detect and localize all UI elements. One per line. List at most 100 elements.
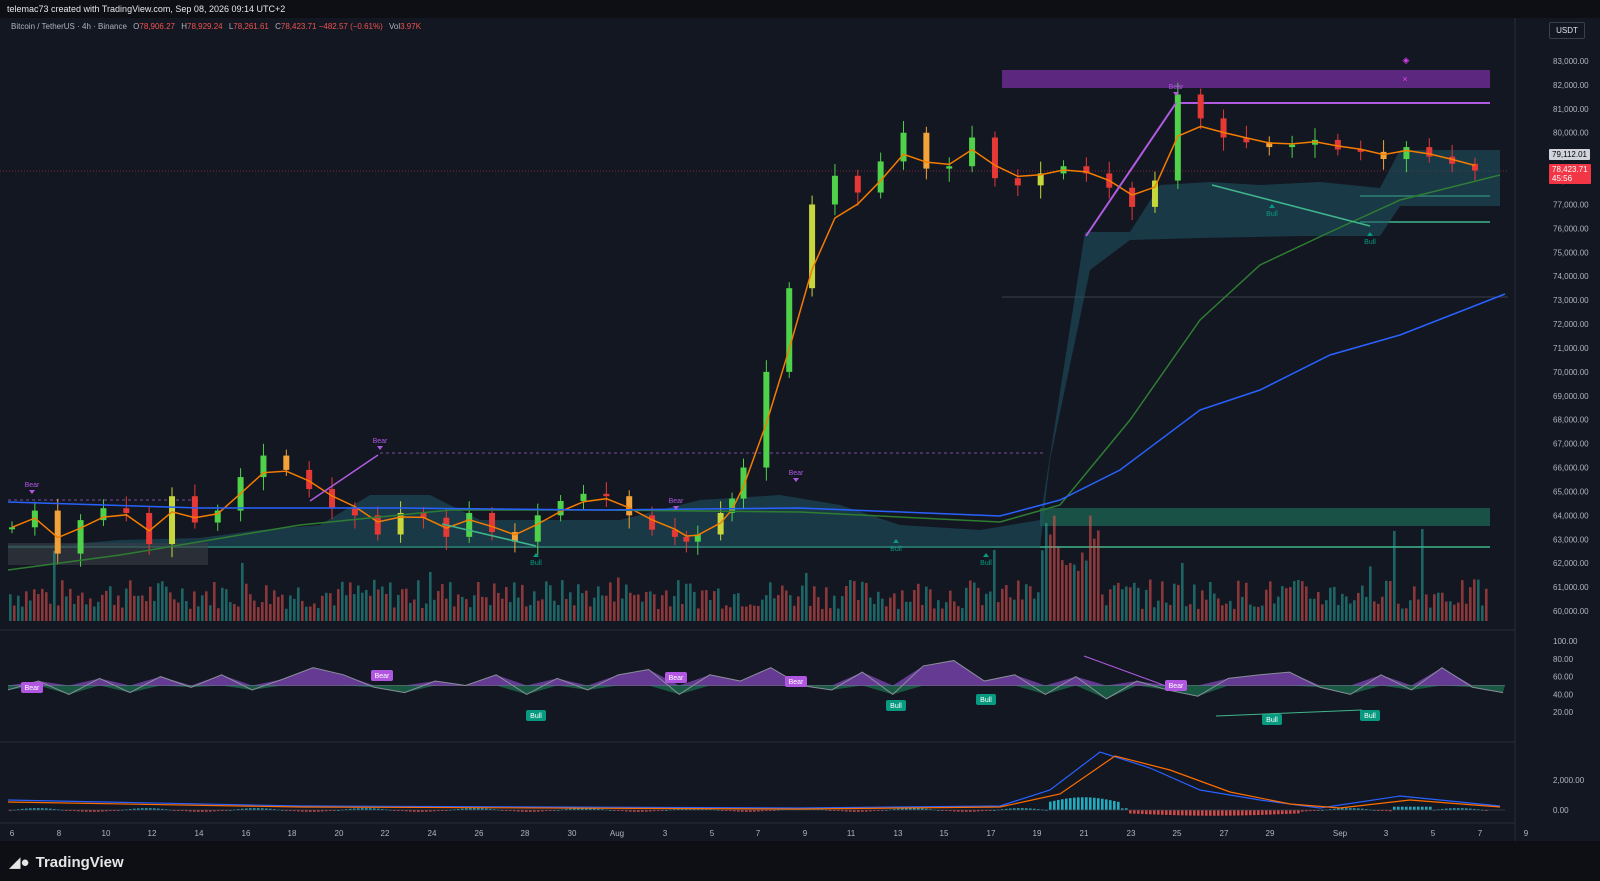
macd-histogram-bar <box>105 810 108 812</box>
volume-bar <box>189 608 192 621</box>
macd-histogram-bar <box>261 808 264 810</box>
volume-bar <box>457 594 460 621</box>
macd-histogram-bar <box>297 810 300 812</box>
macd-histogram-bar <box>1225 810 1228 816</box>
candle-body <box>1426 147 1433 157</box>
macd-histogram-bar <box>1057 799 1060 810</box>
macd-histogram-bar <box>1377 810 1380 811</box>
volume-bar <box>585 590 588 621</box>
macd-histogram-bar <box>861 810 864 812</box>
macd-histogram-bar <box>1181 810 1184 816</box>
macd-histogram-bar <box>269 808 272 810</box>
volume-bar <box>1205 599 1208 621</box>
macd-histogram-bar <box>417 810 420 812</box>
price-tick-label: 75,000.00 <box>1553 248 1589 257</box>
macd-histogram-bar <box>1089 797 1092 810</box>
time-tick-label: 7 <box>756 829 761 838</box>
macd-histogram-bar <box>569 808 572 810</box>
macd-histogram-bar <box>33 808 36 810</box>
volume-bar <box>837 608 840 621</box>
candle-body <box>603 493 610 497</box>
macd-histogram-bar <box>613 810 616 811</box>
macd-histogram-bar <box>1453 808 1456 810</box>
macd-histogram-bar <box>881 810 884 811</box>
macd-histogram-bar <box>969 810 972 812</box>
macd-histogram-bar <box>1401 806 1404 810</box>
candle-body <box>397 512 404 535</box>
volume-bar <box>277 596 280 621</box>
time-tick-label: 16 <box>242 829 251 838</box>
volume-bar <box>1477 579 1480 621</box>
volume-bar <box>1093 538 1096 621</box>
rsi-bear-label: Bear <box>1169 683 1184 690</box>
macd-histogram-bar <box>1357 808 1360 810</box>
volume-bar <box>209 605 212 621</box>
volume-bar <box>301 600 304 621</box>
volume-bar <box>329 593 332 621</box>
rsi-bear-badge <box>665 672 687 683</box>
candle-body <box>191 496 198 523</box>
macd-histogram-bar <box>1269 810 1272 815</box>
volume-bar <box>1089 515 1092 621</box>
macd-histogram-bar <box>1261 810 1264 815</box>
macd-histogram-bar <box>1241 810 1244 816</box>
close-label: C <box>275 22 281 31</box>
volume-bar <box>725 605 728 621</box>
macd-histogram-bar <box>1317 810 1320 811</box>
volume-bar <box>545 581 548 621</box>
macd-histogram-bar <box>137 808 140 810</box>
candle-body <box>1197 94 1204 119</box>
macd-histogram-bar <box>1277 810 1280 815</box>
currency-button[interactable]: USDT <box>1549 22 1585 39</box>
ma-green-line <box>7 174 1501 571</box>
macd-histogram-bar <box>1397 806 1400 810</box>
macd-histogram-bar <box>173 810 176 811</box>
volume-bar <box>237 606 240 621</box>
volume-bar <box>845 586 848 621</box>
macd-histogram-bar <box>97 810 100 812</box>
volume-bar <box>1193 584 1196 621</box>
volume-bar <box>357 585 360 621</box>
ema-line <box>11 125 1476 539</box>
candle-body <box>694 534 701 542</box>
macd-histogram-bar <box>321 810 324 812</box>
macd-histogram-bar <box>1389 810 1392 812</box>
macd-histogram-bar <box>197 810 200 812</box>
symbol-name[interactable]: Bitcoin / TetherUS · 4h · Binance <box>11 22 127 31</box>
macd-histogram-bar <box>521 810 524 812</box>
macd-histogram-bar <box>161 808 164 810</box>
volume-bar <box>1449 601 1452 621</box>
macd-histogram-bar <box>937 809 940 811</box>
volume-bar <box>1417 599 1420 621</box>
macd-histogram-bar <box>413 810 416 812</box>
macd-histogram-bar <box>769 810 772 811</box>
volume-bar <box>1197 608 1200 621</box>
macd-histogram-bar <box>1409 806 1412 810</box>
rsi-bear-label: Bear <box>25 685 40 692</box>
bear-marker-icon <box>29 490 35 494</box>
rsi-bull-badge <box>1262 714 1282 725</box>
volume-bar <box>157 583 160 621</box>
rsi-tick-label: 20.00 <box>1553 708 1574 717</box>
macd-histogram-bar <box>1309 810 1312 812</box>
volume-bar <box>1045 523 1048 621</box>
volume-bar <box>121 607 124 621</box>
volume-bar <box>405 588 408 621</box>
volume-bar <box>433 599 436 621</box>
volume-bar <box>501 598 504 621</box>
macd-histogram-bar <box>905 808 908 810</box>
volume-bar <box>521 584 524 621</box>
volume-bar <box>1157 600 1160 621</box>
macd-histogram-bar <box>545 810 548 812</box>
bear-divergence-label: Bear <box>669 498 684 505</box>
volume-bar <box>145 601 148 621</box>
bull-divergence-label: Bull <box>530 560 542 567</box>
volume-bar <box>257 607 260 621</box>
volume-bar <box>849 580 852 621</box>
tradingview-logo[interactable]: ◢● TradingView <box>9 853 124 871</box>
macd-histogram-bar <box>1153 810 1156 815</box>
macd-histogram-bar <box>953 810 956 812</box>
volume-bar <box>437 591 440 621</box>
macd-histogram-bar <box>725 810 728 811</box>
